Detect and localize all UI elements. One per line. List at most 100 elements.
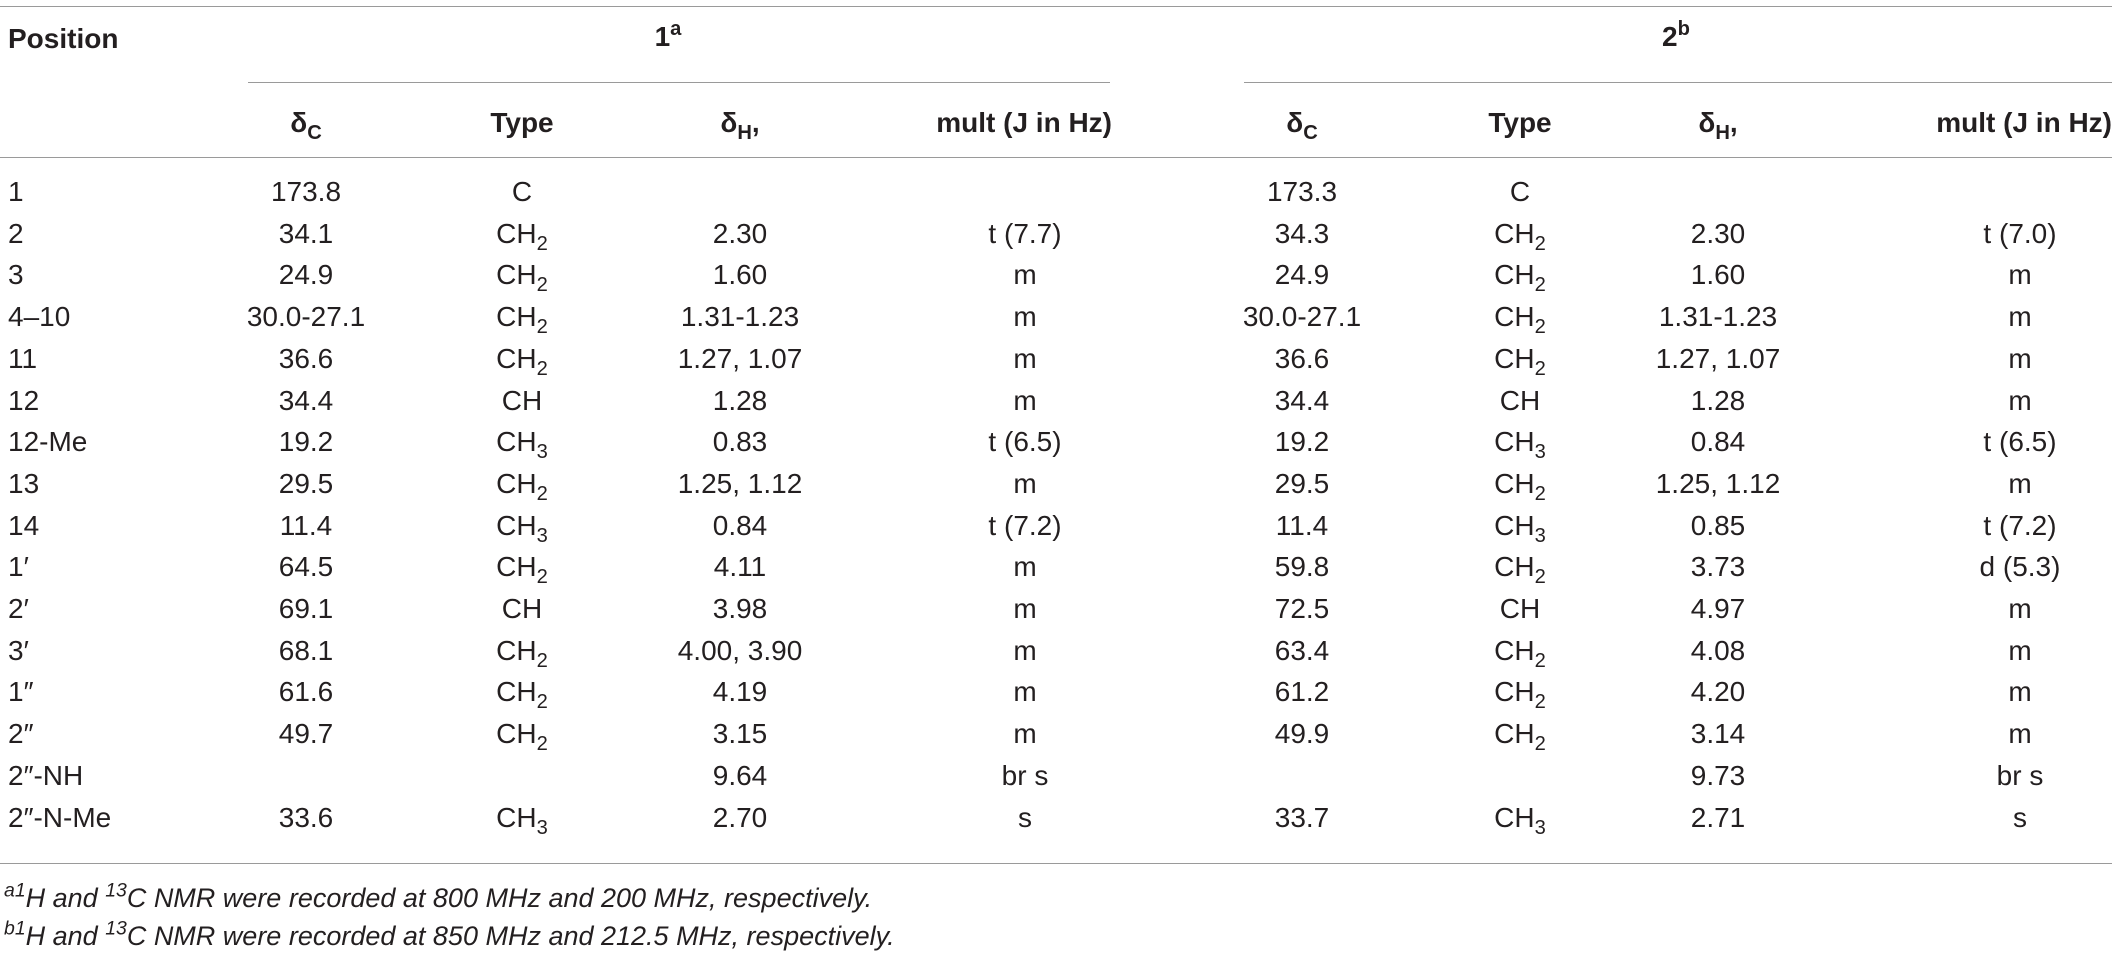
cell-mult-2: t (6.5) (1983, 426, 2057, 457)
cell-position: 2″-NH (8, 760, 84, 791)
cell-type-2: CH2 (1494, 635, 1546, 673)
cell-delta-h-1: 9.64 (712, 760, 768, 791)
group-2-rule (1244, 82, 2112, 83)
cell-position: 2″ (8, 718, 34, 749)
cell-delta-c-2: 59.8 (1274, 551, 1330, 582)
cell-type-2: CH3 (1494, 802, 1546, 840)
header-group-2: 2b (1662, 17, 1690, 52)
cell-mult-1: m (1013, 635, 1037, 666)
cell-type-2: CH2 (1494, 218, 1546, 256)
cell-mult-1: m (1013, 343, 1037, 374)
cell-mult-1: t (7.2) (988, 510, 1062, 541)
cell-type-2: CH2 (1494, 676, 1546, 714)
cell-type-1: CH (501, 593, 543, 624)
cell-mult-1: m (1013, 259, 1037, 290)
cell-position: 2′ (8, 593, 29, 624)
cell-mult-1: m (1013, 551, 1037, 582)
cell-delta-c-2: 173.3 (1266, 176, 1338, 207)
cell-delta-c-1: 34.4 (278, 385, 334, 416)
cell-mult-2: m (2008, 385, 2032, 416)
cell-mult-1: br s (1001, 760, 1049, 791)
cell-type-1: CH2 (496, 343, 548, 381)
cell-delta-c-1: 24.9 (278, 259, 334, 290)
cell-type-1: CH3 (496, 802, 548, 840)
cell-delta-h-2: 3.14 (1690, 718, 1746, 749)
cell-position: 4–10 (8, 301, 71, 332)
cell-position: 1″ (8, 676, 34, 707)
cell-delta-h-2: 0.84 (1690, 426, 1746, 457)
cell-delta-c-2: 72.5 (1274, 593, 1330, 624)
cell-delta-c-2: 36.6 (1274, 343, 1330, 374)
cell-delta-c-1: 64.5 (278, 551, 334, 582)
cell-position: 1′ (8, 551, 29, 582)
cell-mult-2: br s (1996, 760, 2044, 791)
cell-type-1: CH2 (496, 718, 548, 756)
cell-delta-h-2: 0.85 (1690, 510, 1746, 541)
cell-delta-h-1: 1.60 (712, 259, 768, 290)
cell-delta-h-2: 1.27, 1.07 (1655, 343, 1781, 374)
cell-type-1: C (511, 176, 533, 207)
header-mult-2: mult (J in Hz) (1936, 107, 2112, 138)
cell-type-1: CH3 (496, 426, 548, 464)
cell-type-2: CH2 (1494, 718, 1546, 756)
cell-mult-2: m (2008, 635, 2032, 666)
cell-delta-h-2: 2.30 (1690, 218, 1746, 249)
cell-type-2: C (1509, 176, 1531, 207)
cell-mult-2: d (5.3) (1979, 551, 2061, 582)
cell-mult-1: m (1013, 676, 1037, 707)
cell-delta-c-1: 33.6 (278, 802, 334, 833)
cell-delta-c-2: 11.4 (1275, 510, 1329, 541)
cell-position: 12 (8, 385, 40, 416)
cell-delta-c-2: 61.2 (1274, 676, 1330, 707)
header-delta-c-2: δC (1286, 107, 1318, 145)
cell-mult-2: m (2008, 301, 2032, 332)
cell-delta-c-1: 61.6 (278, 676, 334, 707)
cell-delta-h-2: 9.73 (1690, 760, 1746, 791)
group-1-rule (248, 82, 1110, 83)
cell-type-2: CH (1499, 385, 1541, 416)
cell-delta-c-1: 173.8 (270, 176, 342, 207)
header-delta-h-1: δH, (720, 107, 760, 145)
cell-delta-c-2: 30.0-27.1 (1242, 301, 1362, 332)
cell-delta-c-2: 49.9 (1274, 718, 1330, 749)
cell-type-2: CH3 (1494, 510, 1546, 548)
cell-delta-h-2: 4.08 (1690, 635, 1746, 666)
cell-delta-c-1: 34.1 (278, 218, 334, 249)
cell-delta-h-1: 1.28 (712, 385, 768, 416)
cell-mult-2: m (2008, 343, 2032, 374)
table-bottom-rule (0, 863, 2112, 864)
cell-delta-c-2: 29.5 (1274, 468, 1330, 499)
cell-type-2: CH2 (1494, 259, 1546, 297)
cell-delta-c-2: 24.9 (1274, 259, 1330, 290)
cell-delta-h-1: 0.84 (712, 510, 768, 541)
cell-mult-1: m (1013, 718, 1037, 749)
cell-type-2: CH2 (1494, 551, 1546, 589)
cell-type-1: CH3 (496, 510, 548, 548)
cell-position: 14 (8, 510, 40, 541)
cell-type-1: CH2 (496, 218, 548, 256)
cell-mult-1: m (1013, 468, 1037, 499)
cell-delta-c-1: 30.0-27.1 (246, 301, 366, 332)
cell-position: 3 (8, 259, 24, 290)
cell-mult-1: m (1013, 593, 1037, 624)
cell-type-1: CH2 (496, 259, 548, 297)
cell-delta-h-1: 4.19 (712, 676, 768, 707)
cell-delta-h-2: 1.28 (1690, 385, 1746, 416)
cell-mult-1: m (1013, 385, 1037, 416)
cell-mult-2: m (2008, 259, 2032, 290)
header-position: Position (8, 23, 119, 54)
cell-delta-h-2: 3.73 (1690, 551, 1746, 582)
cell-position: 13 (8, 468, 40, 499)
footnote-a: a1H and 13C NMR were recorded at 800 MHz… (4, 879, 873, 913)
cell-type-2: CH3 (1494, 426, 1546, 464)
cell-type-1: CH2 (496, 468, 548, 506)
cell-delta-h-2: 1.25, 1.12 (1655, 468, 1781, 499)
cell-delta-c-1: 29.5 (278, 468, 334, 499)
cell-delta-h-2: 1.60 (1690, 259, 1746, 290)
cell-mult-2: m (2008, 676, 2032, 707)
cell-type-2: CH2 (1494, 468, 1546, 506)
header-delta-c-1: δC (290, 107, 322, 145)
cell-delta-h-1: 4.00, 3.90 (677, 635, 803, 666)
header-mult-1: mult (J in Hz) (936, 107, 1112, 138)
